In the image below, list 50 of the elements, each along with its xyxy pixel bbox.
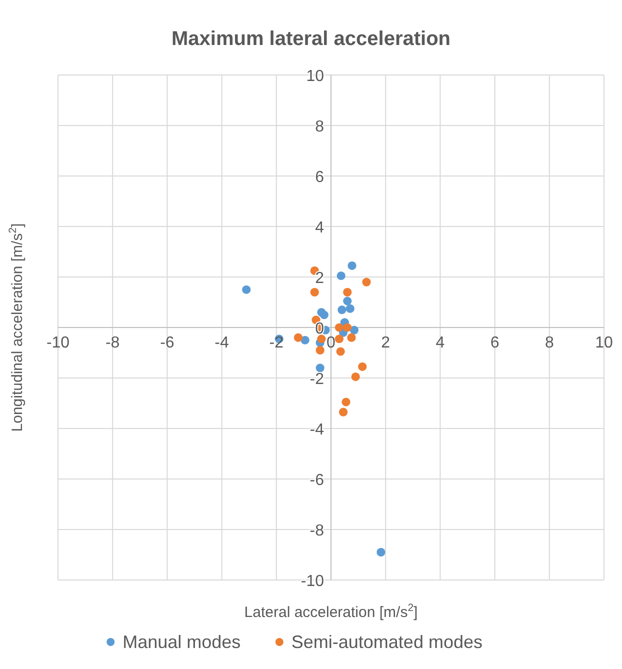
point <box>350 326 359 334</box>
y-tick-label: -2 <box>310 371 324 388</box>
legend-label: Semi-automated modes <box>291 632 482 652</box>
point <box>351 372 360 382</box>
chart-title: Maximum lateral acceleration <box>171 28 451 50</box>
x-tick-label: 0 <box>326 334 336 352</box>
point <box>320 310 328 320</box>
y-tick-label: 8 <box>315 118 324 136</box>
point <box>348 261 356 270</box>
point <box>376 548 386 557</box>
x-tick-label: 10 <box>595 334 613 352</box>
y-tick-label: 6 <box>315 169 324 186</box>
point <box>316 364 324 372</box>
x-tick-label: -4 <box>214 334 230 352</box>
point <box>294 333 303 342</box>
x-tick-label: 4 <box>436 334 445 352</box>
point <box>317 334 326 344</box>
x-tick-label: -10 <box>46 334 70 352</box>
point <box>346 304 354 313</box>
x-tick-label: -6 <box>160 334 174 352</box>
y-tick-label: -10 <box>300 573 324 590</box>
point <box>334 323 344 332</box>
point <box>334 334 344 344</box>
point <box>300 336 310 344</box>
point <box>338 408 348 416</box>
point <box>242 285 251 294</box>
point <box>310 288 319 296</box>
legend-label: Manual modes <box>122 632 241 652</box>
x-tick-label: 2 <box>381 334 390 352</box>
y-tick-label: -4 <box>310 422 324 438</box>
x-tick-label: -8 <box>105 334 120 352</box>
point <box>336 347 345 356</box>
x-axis-title: Lateral acceleration [m/s$^{2}$] <box>244 602 418 621</box>
point <box>343 323 352 332</box>
point <box>343 296 352 306</box>
y-tick-label: -6 <box>310 472 324 489</box>
y-tick-label: 4 <box>315 220 324 236</box>
x-tick-label: 8 <box>544 334 554 352</box>
point <box>362 278 371 286</box>
y-tick-label: 10 <box>306 68 324 85</box>
point <box>343 288 352 296</box>
y-tick-label: 2 <box>315 270 324 287</box>
y-tick-label: -8 <box>310 522 324 540</box>
point <box>316 346 324 355</box>
point <box>336 271 346 280</box>
x-tick-label: 6 <box>490 334 500 352</box>
point <box>358 362 367 371</box>
point <box>338 306 346 314</box>
point <box>347 333 356 342</box>
point <box>342 398 350 406</box>
